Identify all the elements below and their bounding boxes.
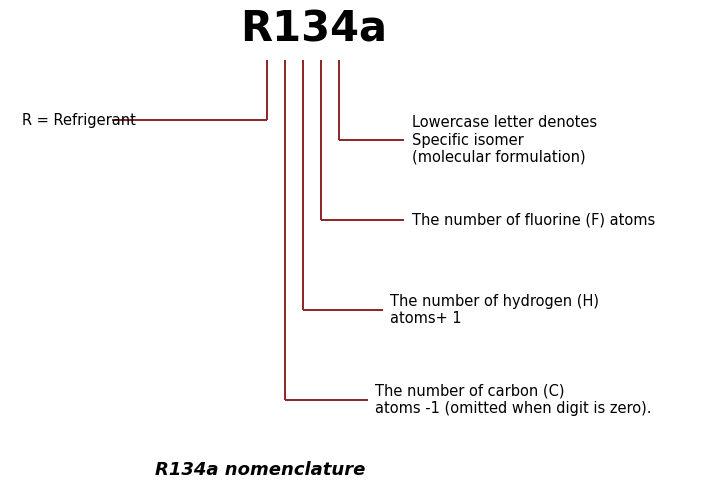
Text: Lowercase letter denotes
Specific isomer
(molecular formulation): Lowercase letter denotes Specific isomer…: [412, 115, 596, 165]
Text: R = Refrigerant: R = Refrigerant: [22, 112, 136, 128]
Text: R134a nomenclature: R134a nomenclature: [155, 461, 365, 479]
Text: The number of carbon (C)
atoms -1 (omitted when digit is zero).: The number of carbon (C) atoms -1 (omitt…: [375, 384, 652, 416]
Text: R134a: R134a: [240, 9, 388, 51]
Text: The number of hydrogen (H)
atoms+ 1: The number of hydrogen (H) atoms+ 1: [390, 294, 599, 326]
Text: The number of fluorine (F) atoms: The number of fluorine (F) atoms: [412, 212, 655, 228]
